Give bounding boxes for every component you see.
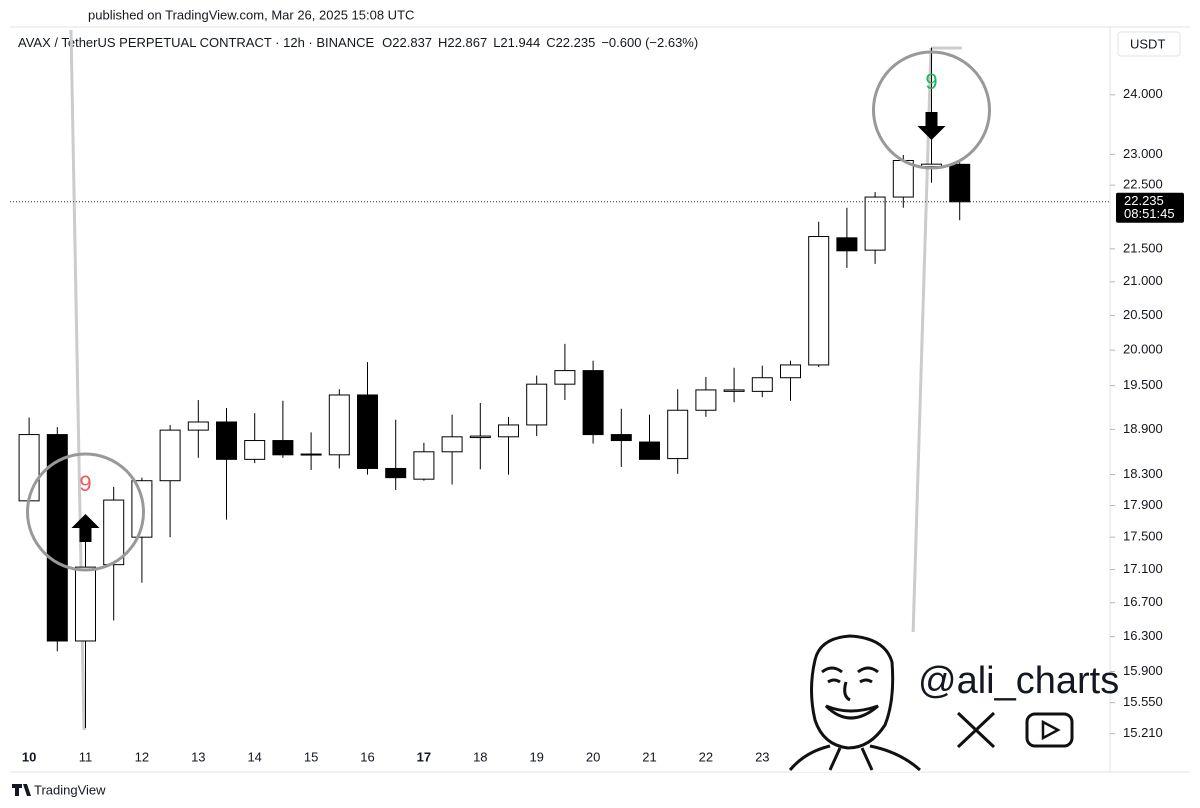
watermark: @ali_charts [918, 660, 1119, 702]
candle-body [441, 436, 463, 453]
candle-body [300, 453, 322, 456]
candle-body [131, 480, 153, 538]
x-tick-label: 13 [191, 749, 205, 764]
candle-body [385, 467, 407, 479]
x-tick-label: 23 [755, 749, 769, 764]
youtube-logo [1025, 712, 1074, 748]
candle-body [46, 434, 68, 642]
candle-body [413, 451, 435, 480]
candle-body [582, 370, 604, 436]
published-note: published on TradingView.com, Mar 26, 20… [88, 7, 414, 22]
x-logo [956, 711, 996, 749]
symbol: AVAX / TetherUS PERPETUAL CONTRACT · 12h… [18, 35, 374, 50]
annotation-label: 9 [79, 471, 91, 496]
y-tick-label: 17.900 [1123, 497, 1163, 512]
annotation-arrow [71, 514, 100, 542]
footer: TradingView [34, 782, 106, 797]
y-tick-label: 21.500 [1123, 240, 1163, 255]
candle-body [864, 196, 886, 251]
x-tick-label: 10 [22, 749, 36, 764]
drawn-line [911, 47, 933, 637]
candle-body [639, 441, 660, 460]
y-tick-label: 20.500 [1123, 307, 1163, 322]
x-tick-label: 14 [247, 749, 261, 764]
chart-title: AVAX / TetherUS PERPETUAL CONTRACT · 12h… [18, 35, 698, 50]
candle-body [328, 394, 350, 456]
currency-box [1117, 31, 1181, 57]
candle-body [780, 364, 801, 379]
x-tick-label: 20 [586, 749, 600, 764]
x-tick-label: 18 [473, 749, 487, 764]
x-tick-label: 19 [529, 749, 543, 764]
y-tick-label: 15.210 [1123, 725, 1163, 740]
countdown: 08:51:45 [1124, 206, 1175, 221]
price-label: 22.235 [1124, 193, 1164, 208]
y-tick-label: 22.500 [1123, 177, 1163, 192]
x-tick-label: 22 [699, 749, 713, 764]
candle-body [187, 421, 209, 431]
y-tick-label: 24.000 [1123, 86, 1163, 101]
y-tick-label: 18.300 [1123, 466, 1163, 481]
avatar [788, 632, 922, 772]
y-tick-label: 16.300 [1123, 628, 1163, 643]
candle-body [272, 440, 294, 456]
candle-body [469, 435, 491, 439]
y-tick-label: 15.900 [1123, 663, 1163, 678]
x-tick-label: 21 [642, 749, 656, 764]
plot: 24.000 23.000 22.500 21.500 21.000 20.500 20.0… [10, 47, 1184, 764]
candle-body [103, 499, 125, 566]
x-tick-label: 15 [304, 749, 318, 764]
header-value: −0.600 (−2.63%) [601, 35, 698, 50]
candle-body [667, 409, 689, 460]
x-tick-label: 12 [135, 749, 149, 764]
candle-body [554, 370, 576, 385]
candle-body [216, 421, 237, 460]
footer-logo [12, 784, 31, 796]
candle-body [75, 566, 96, 642]
candle-body [723, 389, 745, 392]
annotation-circle [26, 452, 145, 572]
x-tick-label: 17 [417, 749, 431, 764]
candle-body [808, 236, 830, 366]
annotation-circle [872, 50, 991, 170]
header-value: L21.944 [493, 35, 540, 50]
header-value: H22.867 [438, 35, 487, 50]
y-tick-label: 16.700 [1123, 594, 1163, 609]
x-tick-label: 16 [360, 749, 374, 764]
y-tick-label: 20.000 [1123, 342, 1163, 357]
candle-body [18, 434, 40, 502]
candle-body [357, 394, 378, 469]
y-tick-label: 19.500 [1123, 377, 1163, 392]
price-label-box [1116, 192, 1184, 223]
currency: USDT [1130, 36, 1165, 51]
candle-body [751, 377, 773, 392]
y-tick-label: 23.000 [1123, 146, 1163, 161]
annotation-label: 9 [925, 69, 937, 94]
candle-body [695, 389, 717, 411]
annotation-arrow [917, 112, 946, 140]
header-value: C22.235 [546, 35, 595, 50]
candle-body [610, 434, 632, 442]
header-value: O22.837 [382, 35, 432, 50]
y-tick-label: 18.900 [1123, 421, 1163, 436]
candle-body [498, 424, 519, 438]
candle-body [949, 163, 971, 203]
y-tick-label: 17.100 [1123, 561, 1163, 576]
x-tick-label: 11 [79, 749, 93, 764]
y-tick-label: 21.000 [1123, 273, 1163, 288]
candle-body [159, 429, 181, 482]
y-tick-label: 17.500 [1123, 529, 1163, 544]
y-tick-label: 15.550 [1123, 694, 1163, 709]
candle-body [244, 440, 266, 460]
candle-body [836, 237, 858, 252]
candle-body [892, 159, 914, 198]
candle-body [526, 383, 548, 426]
